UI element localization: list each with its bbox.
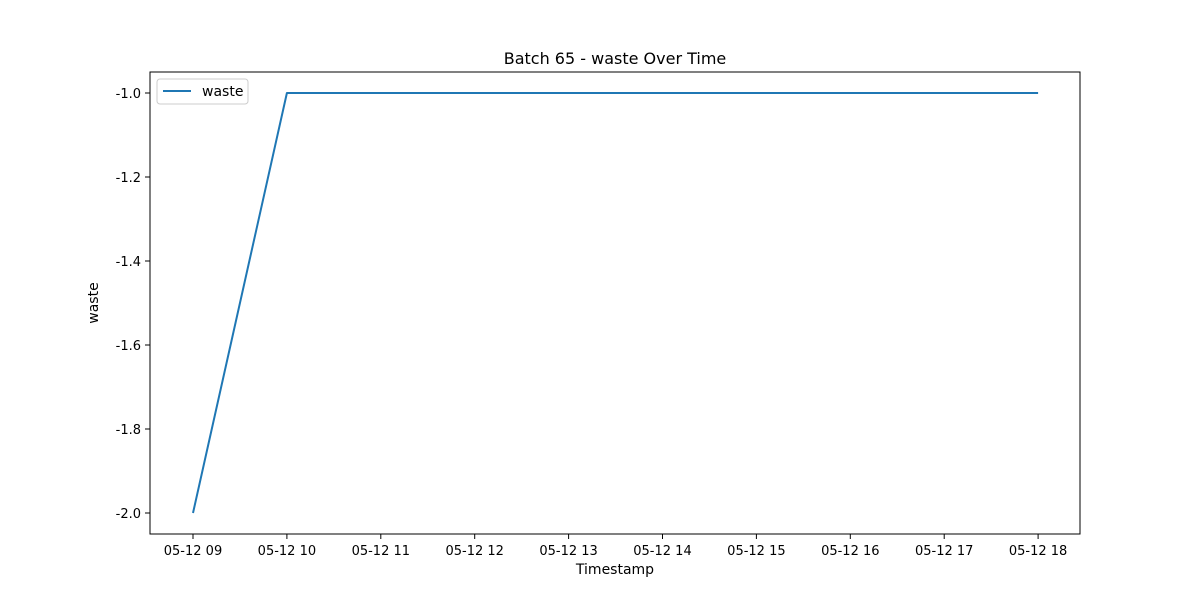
legend-box xyxy=(156,78,249,105)
y-tick-label: -1.6 xyxy=(116,339,141,354)
y-axis-ticks: -1.0 -1.2 -1.4 -1.6 -1.8 -2.0 xyxy=(116,87,150,522)
x-tick-label: 05-12 12 xyxy=(445,544,503,559)
x-tick-label: 05-12 17 xyxy=(915,544,973,559)
x-axis-label: Timestamp xyxy=(575,562,654,578)
chart-title: Batch 65 - waste Over Time xyxy=(504,49,727,68)
y-tick-label: -1.0 xyxy=(116,87,141,102)
series-line-waste xyxy=(192,92,1039,514)
x-tick-label: 05-12 10 xyxy=(258,544,316,559)
legend: waste xyxy=(156,78,249,105)
x-axis-ticks: 05-12 09 05-12 10 05-12 11 05-12 12 05-12 13… xyxy=(164,534,1067,559)
plot-frame xyxy=(149,71,1081,535)
x-tick-label: 05-12 18 xyxy=(1009,544,1067,559)
plot-area xyxy=(150,72,1080,534)
y-tick-label: -2.0 xyxy=(116,507,141,522)
x-tick-label: 05-12 16 xyxy=(821,544,879,559)
x-tick-label: 05-12 14 xyxy=(633,544,691,559)
x-tick-label: 05-12 15 xyxy=(727,544,785,559)
y-tick-label: -1.8 xyxy=(116,423,141,438)
y-axis-label: waste xyxy=(86,282,102,323)
x-tick-label: 05-12 13 xyxy=(539,544,597,559)
y-tick-label: -1.4 xyxy=(116,255,141,270)
series-layer xyxy=(192,92,1039,514)
x-tick-label: 05-12 11 xyxy=(352,544,410,559)
y-tick-label: -1.2 xyxy=(116,171,141,186)
x-tick-label: 05-12 09 xyxy=(164,544,222,559)
legend-label-waste: waste xyxy=(202,84,243,100)
